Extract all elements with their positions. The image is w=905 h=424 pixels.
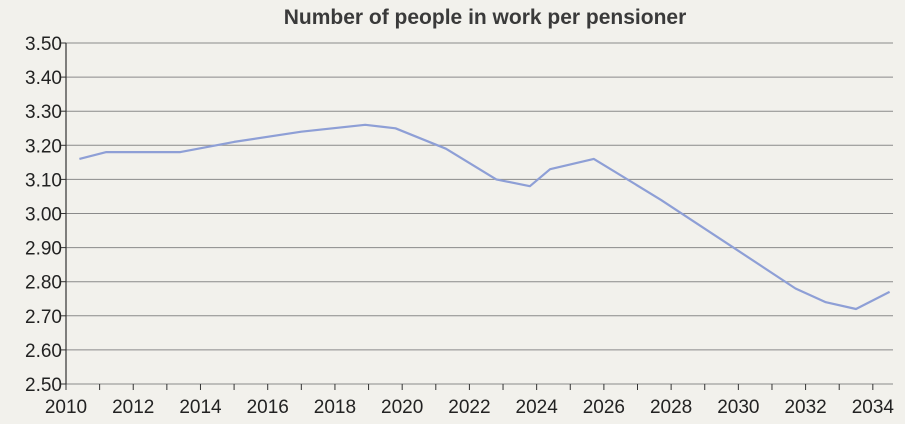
y-tick-label: 3.30: [25, 102, 62, 123]
y-tick-label: 2.90: [25, 239, 62, 260]
y-tick-label: 3.50: [25, 34, 62, 55]
x-tick-label: 2014: [179, 397, 222, 418]
x-tick-label: 2010: [45, 397, 87, 418]
x-tick-label: 2020: [381, 397, 423, 418]
y-tick-label: 2.70: [25, 307, 62, 328]
x-tick-label: 2028: [650, 397, 692, 418]
series-line: [79, 123, 891, 311]
x-tick-label: 2034: [852, 397, 895, 418]
x-tick-label: 2022: [448, 397, 490, 418]
y-tick-label: 3.10: [25, 170, 62, 191]
y-tick-label: 2.50: [25, 375, 62, 396]
x-tick-label: 2012: [112, 397, 154, 418]
x-tick-label: 2018: [314, 397, 356, 418]
x-tick-label: 2024: [516, 397, 559, 418]
y-tick-label: 2.80: [25, 273, 62, 294]
y-tick-label: 3.40: [25, 68, 62, 89]
y-tick-label: 2.60: [25, 341, 62, 362]
x-tick-label: 2026: [583, 397, 625, 418]
chart-title: Number of people in work per pensioner: [283, 6, 687, 29]
y-tick-label: 3.00: [25, 205, 62, 226]
x-tick-label: 2030: [717, 397, 759, 418]
y-tick-label: 3.20: [25, 136, 62, 157]
x-tick-label: 2032: [784, 397, 826, 418]
x-tick-label: 2016: [247, 397, 289, 418]
